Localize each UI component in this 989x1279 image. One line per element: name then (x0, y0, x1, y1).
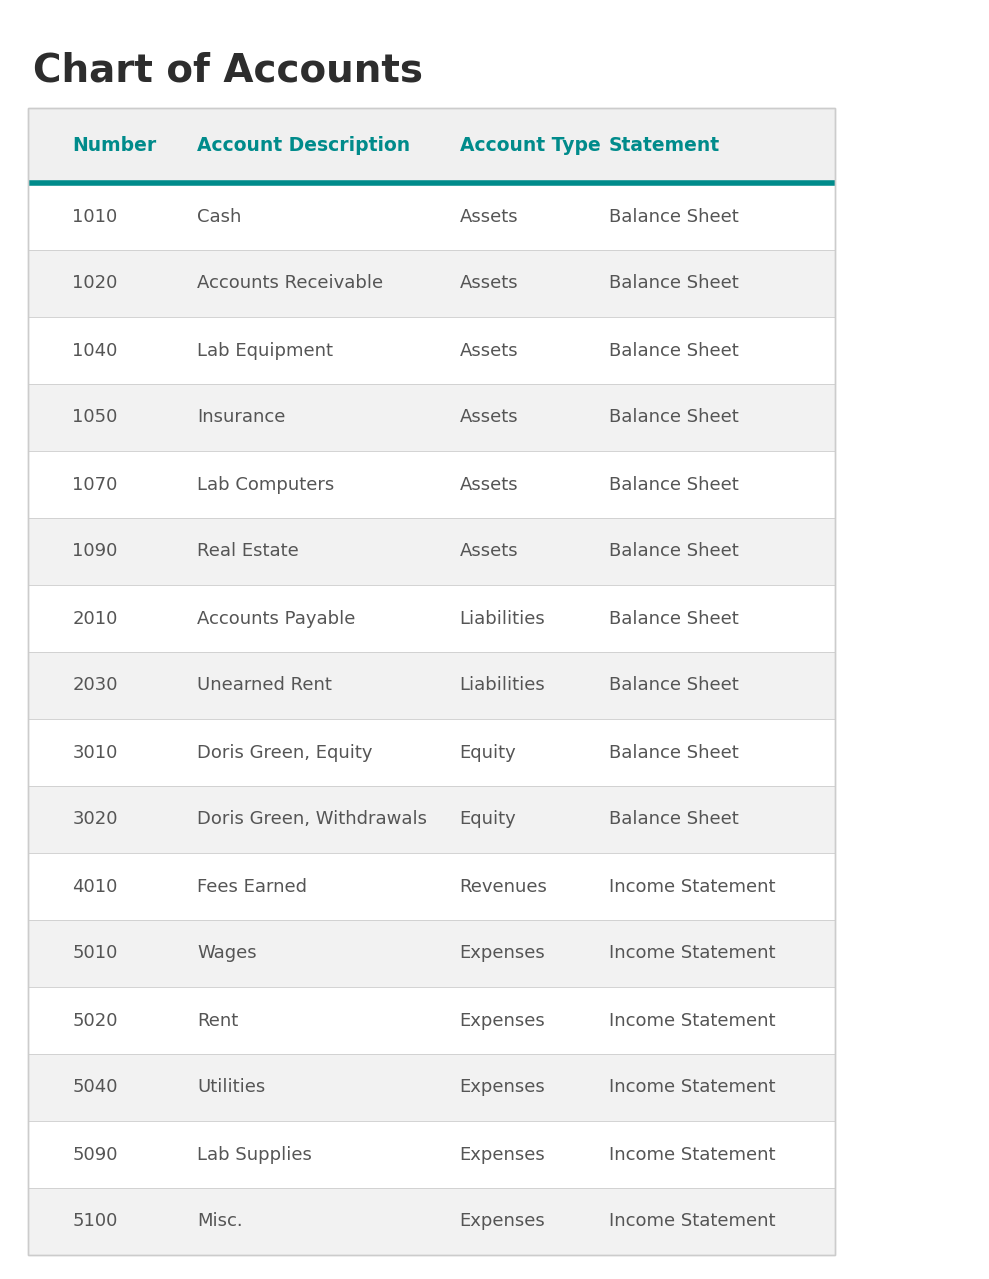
Text: Income Statement: Income Statement (609, 1012, 775, 1030)
Text: Income Statement: Income Statement (609, 1146, 775, 1164)
Bar (28, 107, 835, 183)
Text: 5040: 5040 (72, 1078, 118, 1096)
Bar (28, 585, 835, 652)
Text: Balance Sheet: Balance Sheet (609, 677, 739, 694)
Text: Misc.: Misc. (198, 1212, 243, 1230)
Text: Equity: Equity (460, 811, 516, 829)
Bar (28, 1054, 835, 1120)
Text: Expenses: Expenses (460, 1078, 546, 1096)
Text: Unearned Rent: Unearned Rent (198, 677, 332, 694)
Bar (28, 787, 835, 853)
Bar (28, 920, 835, 987)
Bar (28, 719, 835, 787)
Text: Statement: Statement (609, 136, 720, 155)
Text: Account Type: Account Type (460, 136, 600, 155)
Text: 5090: 5090 (72, 1146, 118, 1164)
Text: Lab Supplies: Lab Supplies (198, 1146, 313, 1164)
Text: Doris Green, Withdrawals: Doris Green, Withdrawals (198, 811, 427, 829)
Text: 5010: 5010 (72, 944, 118, 963)
Bar (28, 451, 835, 518)
Bar (28, 987, 835, 1054)
Text: 1050: 1050 (72, 408, 118, 426)
Text: Expenses: Expenses (460, 944, 546, 963)
Text: Chart of Accounts: Chart of Accounts (33, 52, 422, 90)
Text: Income Statement: Income Statement (609, 1078, 775, 1096)
Text: 3020: 3020 (72, 811, 118, 829)
Text: 2030: 2030 (72, 677, 118, 694)
Text: Lab Computers: Lab Computers (198, 476, 334, 494)
Text: Assets: Assets (460, 542, 518, 560)
Text: Balance Sheet: Balance Sheet (609, 207, 739, 225)
Text: Liabilities: Liabilities (460, 610, 546, 628)
Text: Real Estate: Real Estate (198, 542, 300, 560)
Text: Doris Green, Equity: Doris Green, Equity (198, 743, 373, 761)
Text: Income Statement: Income Statement (609, 877, 775, 895)
Text: 2010: 2010 (72, 610, 118, 628)
Text: 5020: 5020 (72, 1012, 118, 1030)
Bar (28, 1188, 835, 1255)
Text: Accounts Receivable: Accounts Receivable (198, 275, 384, 293)
Text: 1070: 1070 (72, 476, 118, 494)
Text: Expenses: Expenses (460, 1146, 546, 1164)
Text: Expenses: Expenses (460, 1012, 546, 1030)
Text: Number: Number (72, 136, 156, 155)
Text: Accounts Payable: Accounts Payable (198, 610, 356, 628)
Text: Assets: Assets (460, 275, 518, 293)
Text: Liabilities: Liabilities (460, 677, 546, 694)
Text: Income Statement: Income Statement (609, 944, 775, 963)
Text: 1090: 1090 (72, 542, 118, 560)
Bar (28, 1120, 835, 1188)
Text: Balance Sheet: Balance Sheet (609, 743, 739, 761)
Text: Lab Equipment: Lab Equipment (198, 341, 333, 359)
Bar (28, 317, 835, 384)
Text: Assets: Assets (460, 341, 518, 359)
Text: Balance Sheet: Balance Sheet (609, 275, 739, 293)
Text: Assets: Assets (460, 408, 518, 426)
Bar (28, 518, 835, 585)
Text: 1040: 1040 (72, 341, 118, 359)
Text: Balance Sheet: Balance Sheet (609, 542, 739, 560)
Text: Assets: Assets (460, 207, 518, 225)
Text: Equity: Equity (460, 743, 516, 761)
Bar (28, 107, 835, 1255)
Text: Revenues: Revenues (460, 877, 548, 895)
Bar (28, 652, 835, 719)
Text: Balance Sheet: Balance Sheet (609, 811, 739, 829)
Text: Balance Sheet: Balance Sheet (609, 408, 739, 426)
Text: Fees Earned: Fees Earned (198, 877, 308, 895)
Text: 4010: 4010 (72, 877, 118, 895)
Text: Wages: Wages (198, 944, 257, 963)
Text: 1020: 1020 (72, 275, 118, 293)
Text: Assets: Assets (460, 476, 518, 494)
Bar (28, 384, 835, 451)
Text: Balance Sheet: Balance Sheet (609, 610, 739, 628)
Bar (28, 853, 835, 920)
Text: Balance Sheet: Balance Sheet (609, 476, 739, 494)
Text: Expenses: Expenses (460, 1212, 546, 1230)
Bar (28, 249, 835, 317)
Text: 1010: 1010 (72, 207, 118, 225)
Bar (28, 107, 835, 1255)
Text: Utilities: Utilities (198, 1078, 266, 1096)
Text: Cash: Cash (198, 207, 242, 225)
Text: Balance Sheet: Balance Sheet (609, 341, 739, 359)
Text: Insurance: Insurance (198, 408, 286, 426)
Text: 3010: 3010 (72, 743, 118, 761)
Text: 5100: 5100 (72, 1212, 118, 1230)
Text: Rent: Rent (198, 1012, 238, 1030)
Text: Income Statement: Income Statement (609, 1212, 775, 1230)
Text: Account Description: Account Description (198, 136, 410, 155)
Bar (28, 183, 835, 249)
